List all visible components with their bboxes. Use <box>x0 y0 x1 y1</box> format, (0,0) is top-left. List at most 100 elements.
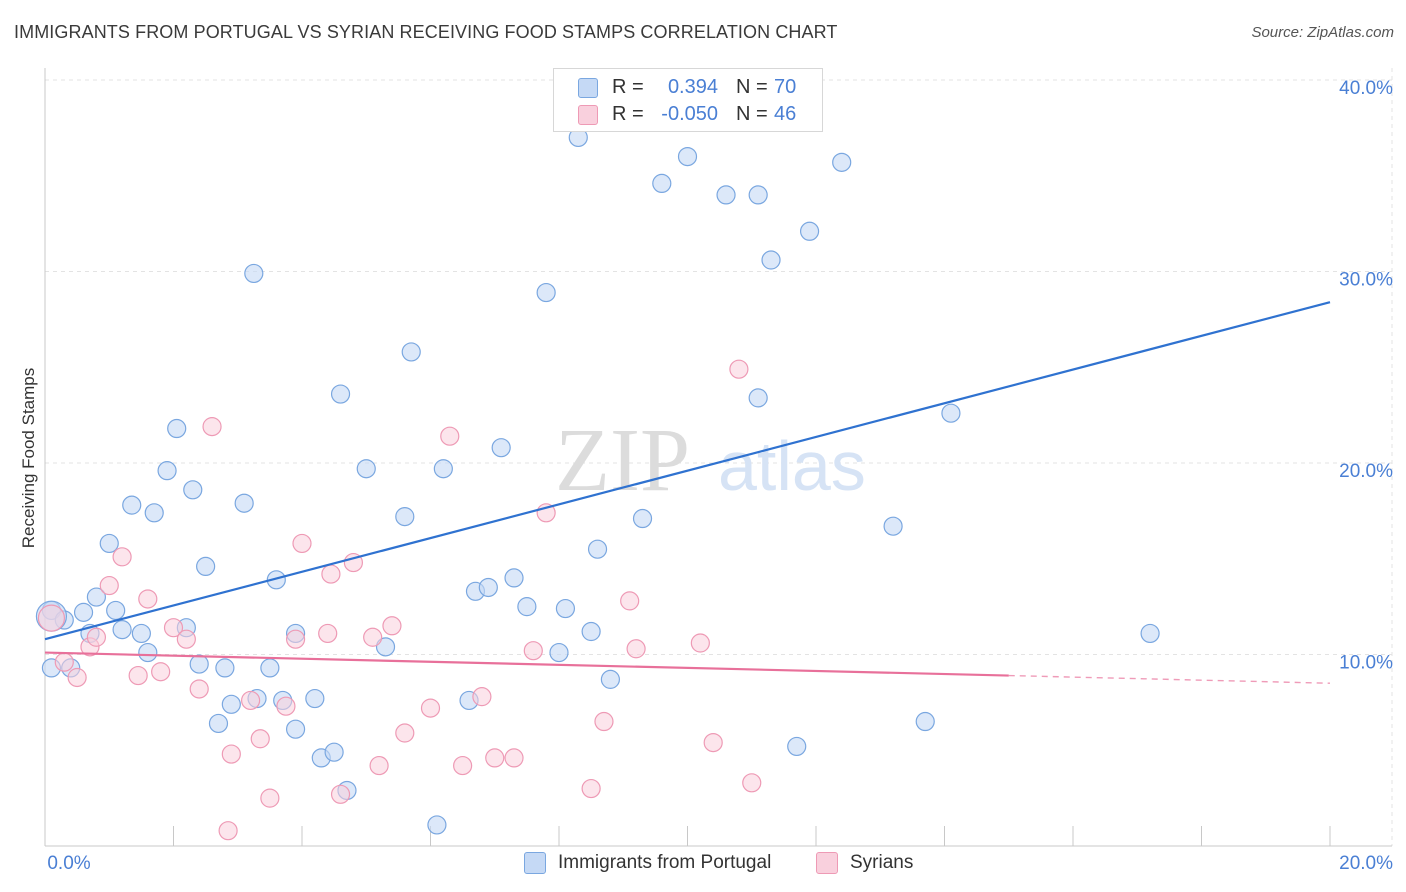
legend-swatch-pink <box>578 105 598 125</box>
legend-swatch-blue <box>578 78 598 98</box>
bottom-legend-swatch-blue <box>524 852 546 874</box>
portugal-point <box>401 342 421 362</box>
syrians-point <box>453 755 473 776</box>
chart-title: IMMIGRANTS FROM PORTUGAL VS SYRIAN RECEI… <box>14 22 838 42</box>
syrians-point <box>382 616 402 636</box>
syrians-point <box>395 723 415 743</box>
syrians-point <box>504 748 524 768</box>
legend-r-label: R = <box>612 103 644 125</box>
syrians-point <box>729 359 749 379</box>
portugal-point <box>86 587 107 607</box>
series-portugal-points <box>35 127 1160 835</box>
trend-lines <box>44 301 1331 684</box>
syrians-point <box>260 788 280 808</box>
portugal-point <box>504 568 524 588</box>
portugal-point <box>260 658 280 678</box>
portugal-point <box>131 623 151 644</box>
bottom-legend-label: Syrians <box>850 852 914 873</box>
syrians-point <box>163 618 184 638</box>
y-tick-label: 20.0% <box>1339 461 1393 482</box>
portugal-point <box>208 713 229 734</box>
portugal-point <box>677 147 698 167</box>
portugal-point <box>536 282 556 303</box>
y-tick-label: 30.0% <box>1339 270 1393 291</box>
portugal-point <box>395 507 415 527</box>
syrians-point <box>485 748 505 768</box>
portugal-point <box>941 403 961 423</box>
syrians-point <box>128 665 148 686</box>
tick-labels: 10.0% 20.0% 30.0% 40.0% 0.0% 20.0% <box>47 78 1393 874</box>
series-syrians-points <box>37 359 762 841</box>
syrians-point <box>221 744 241 764</box>
portugal-point <box>138 642 158 663</box>
portugal-point <box>716 185 736 205</box>
syrians-point <box>703 732 723 753</box>
syrians-point <box>292 533 312 554</box>
x-tick-label: 20.0% <box>1339 853 1393 874</box>
watermark-zip: ZIP <box>555 411 690 510</box>
y-tick-label: 40.0% <box>1339 78 1393 99</box>
syrians-point <box>594 711 614 732</box>
syrians-point <box>330 784 351 804</box>
legend-n-value: 46 <box>774 103 797 125</box>
portugal-point <box>196 556 216 577</box>
portugal-point <box>748 185 768 205</box>
syrians-point <box>276 696 296 716</box>
y-tick-label: 10.0% <box>1339 653 1393 674</box>
portugal-point <box>305 688 325 709</box>
bottom-legend-label: Immigrants from Portugal <box>558 852 772 873</box>
portugal-point <box>632 508 653 529</box>
portugal-point <box>433 459 453 479</box>
legend-r-value: -0.050 <box>661 103 718 125</box>
watermark: ZIP atlas <box>555 411 866 510</box>
syrians-trend-line <box>44 651 1009 677</box>
portugal-point <box>157 461 177 481</box>
syrians-point <box>285 629 306 649</box>
portugal-point <box>356 459 376 479</box>
syrians-point <box>742 773 762 793</box>
portugal-point <box>183 480 203 500</box>
portugal-point <box>285 719 306 739</box>
portugal-point <box>234 493 254 513</box>
portugal-point <box>375 637 396 657</box>
portugal-point <box>189 654 209 674</box>
syrians-point <box>250 729 270 749</box>
correlation-legend: R = 0.394 N = 70 R = -0.050 N = 46 <box>553 68 823 132</box>
portugal-point <box>761 250 781 270</box>
portugal-point <box>324 742 344 762</box>
legend-r-value: 0.394 <box>667 76 718 98</box>
portugal-point <box>1140 623 1160 644</box>
portugal-point <box>167 418 187 439</box>
portugal-point <box>787 736 807 757</box>
y-axis-label: Receiving Food Stamps <box>19 368 38 548</box>
portugal-point <box>99 533 119 554</box>
syrians-point <box>218 821 238 841</box>
legend-row-portugal: R = 0.394 N = 70 <box>554 74 822 100</box>
syrians-point <box>37 604 66 632</box>
portugal-point <box>587 539 608 559</box>
portugal-point <box>73 602 94 622</box>
portugal-point <box>106 600 126 621</box>
syrians-point <box>318 623 338 644</box>
syrians-point <box>523 641 543 661</box>
syrians-point <box>112 547 132 567</box>
portugal-point <box>122 495 142 515</box>
portugal-point <box>600 669 621 689</box>
syrians-point <box>151 662 171 682</box>
syrians-point <box>472 687 492 707</box>
portugal-point <box>915 711 935 732</box>
portugal-point <box>221 694 241 714</box>
portugal-point <box>555 598 576 619</box>
syrians-trend-extension <box>1008 674 1331 684</box>
syrians-point <box>363 627 383 647</box>
portugal-point <box>491 438 511 458</box>
source-label: Source: ZipAtlas.com <box>1251 24 1394 41</box>
axis-layer <box>44 68 1392 847</box>
syrians-point <box>321 564 341 584</box>
portugal-point <box>427 815 447 835</box>
syrians-point <box>54 652 74 672</box>
legend-r-label: R = <box>612 76 644 98</box>
legend-row-syrians: R = -0.050 N = 46 <box>554 101 822 127</box>
legend-n-value: 70 <box>774 76 797 98</box>
